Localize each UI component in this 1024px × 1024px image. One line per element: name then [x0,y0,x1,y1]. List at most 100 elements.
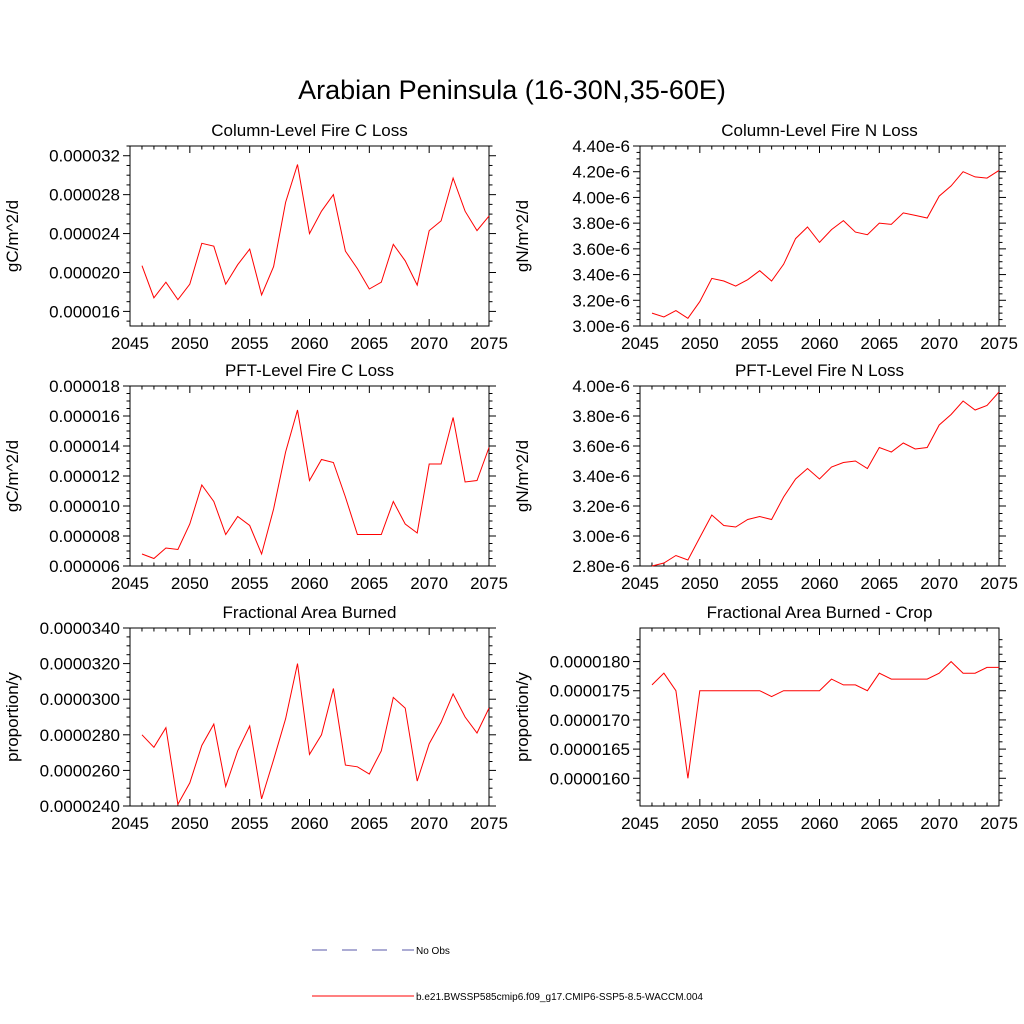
legend-label-no-obs: No Obs [416,946,450,957]
y-tick-label: 3.00e-6 [572,527,630,546]
x-tick-label: 2060 [291,334,329,353]
x-tick-label: 2060 [801,574,839,593]
plot-frame [129,627,490,807]
y-tick-label: 0.000016 [49,302,120,321]
x-tick-label: 2065 [350,814,388,833]
y-tick-label: 0.0000340 [40,619,120,638]
y-tick-label: 0.000032 [49,147,120,166]
y-axis-label: gC/m^2/d [3,440,22,512]
chart-title: Column-Level Fire N Loss [721,121,918,140]
x-tick-label: 2065 [350,334,388,353]
chart-panel-2: Column-Level Fire N Loss gN/m^2/d 2045 2050… [513,121,1018,353]
chart-panel-3: PFT-Level Fire C Loss gC/m^2/d 2045 2050 205… [3,361,508,593]
chart-panel-6: Fractional Area Burned - Crop proportion/… [513,603,1018,833]
x-tick-label: 2075 [470,334,508,353]
chart-title: Fractional Area Burned - Crop [707,603,933,622]
y-tick-label: 4.20e-6 [572,163,630,182]
y-tick-label: 0.0000170 [550,711,630,730]
x-tick-label: 2050 [681,334,719,353]
y-tick-label: 0.000006 [49,557,120,576]
y-tick-label: 0.0000280 [40,726,120,745]
plot-frame [129,145,490,327]
y-tick-label: 0.000012 [49,467,120,486]
x-tick-label: 2055 [741,334,779,353]
x-tick-label: 2070 [410,334,448,353]
x-tick-label: 2060 [291,574,329,593]
x-tick-label: 2050 [171,814,209,833]
chart-title: PFT-Level Fire N Loss [735,361,904,380]
y-tick-label: 3.40e-6 [572,266,630,285]
legend-label-model: b.e21.BWSSP585cmip6.f09_g17.CMIP6-SSP5-8… [416,992,703,1003]
chart-panel-4: PFT-Level Fire N Loss gN/m^2/d 2045 2050 205… [513,361,1018,593]
x-tick-label: 2045 [111,814,149,833]
chart-panels: Column-Level Fire C Loss gC/m^2/d 2045 2050… [3,121,1018,833]
x-tick-label: 2065 [860,334,898,353]
series-line [141,663,490,806]
y-axis-label: proportion/y [3,672,22,762]
y-tick-label: 4.40e-6 [572,137,630,156]
y-axis-label: gC/m^2/d [3,200,22,272]
y-tick-label: 0.0000180 [550,653,630,672]
x-tick-label: 2050 [171,574,209,593]
y-tick-label: 0.0000160 [550,769,630,788]
x-tick-label: 2045 [111,574,149,593]
y-tick-label: 0.0000320 [40,655,120,674]
y-tick-label: 0.000016 [49,407,120,426]
x-tick-label: 2045 [621,814,659,833]
y-axis-label: gN/m^2/d [513,440,532,512]
chart-panel-5: Fractional Area Burned proportion/y 2045 20… [3,603,508,833]
y-tick-label: 3.20e-6 [572,497,630,516]
y-tick-label: 3.00e-6 [572,317,630,336]
y-tick-label: 0.0000165 [550,740,630,759]
y-tick-label: 3.40e-6 [572,467,630,486]
x-tick-label: 2065 [350,574,388,593]
series-line [141,164,490,301]
x-tick-label: 2065 [860,814,898,833]
y-tick-label: 4.00e-6 [572,377,630,396]
x-tick-label: 2050 [171,334,209,353]
y-tick-label: 3.80e-6 [572,407,630,426]
series-line [141,409,490,560]
x-tick-label: 2070 [410,814,448,833]
y-tick-label: 3.60e-6 [572,437,630,456]
x-tick-label: 2045 [111,334,149,353]
y-tick-label: 3.20e-6 [572,291,630,310]
series-line [651,391,1000,567]
x-tick-label: 2070 [920,334,958,353]
x-tick-label: 2075 [470,574,508,593]
y-tick-label: 0.000024 [49,225,120,244]
y-tick-label: 0.000014 [49,437,120,456]
chart-panel-1: Column-Level Fire C Loss gC/m^2/d 2045 2050… [3,121,508,353]
plot-frame [639,627,1000,807]
x-tick-label: 2045 [621,574,659,593]
x-tick-label: 2055 [231,574,269,593]
y-tick-label: 0.000020 [49,263,120,282]
y-axis-label: gN/m^2/d [513,200,532,272]
x-tick-label: 2055 [741,814,779,833]
y-tick-label: 0.000028 [49,186,120,205]
x-tick-label: 2045 [621,334,659,353]
figure-title: Arabian Peninsula (16-30N,35-60E) [298,75,726,105]
x-tick-label: 2075 [470,814,508,833]
x-tick-label: 2075 [980,814,1018,833]
y-tick-label: 3.80e-6 [572,214,630,233]
x-tick-label: 2050 [681,814,719,833]
plot-frame [639,145,1000,327]
x-tick-label: 2060 [801,334,839,353]
y-axis-label: proportion/y [513,672,532,762]
y-tick-label: 0.000018 [49,377,120,396]
series-line [651,169,1000,319]
x-tick-label: 2055 [741,574,779,593]
x-tick-label: 2070 [410,574,448,593]
series-line [651,660,999,779]
x-tick-label: 2075 [980,334,1018,353]
x-tick-label: 2055 [231,334,269,353]
chart-title: Column-Level Fire C Loss [211,121,408,140]
y-tick-label: 0.0000240 [40,797,120,816]
x-tick-label: 2075 [980,574,1018,593]
x-tick-label: 2070 [920,574,958,593]
x-tick-label: 2060 [801,814,839,833]
plot-frame [639,385,1000,567]
x-tick-label: 2060 [291,814,329,833]
